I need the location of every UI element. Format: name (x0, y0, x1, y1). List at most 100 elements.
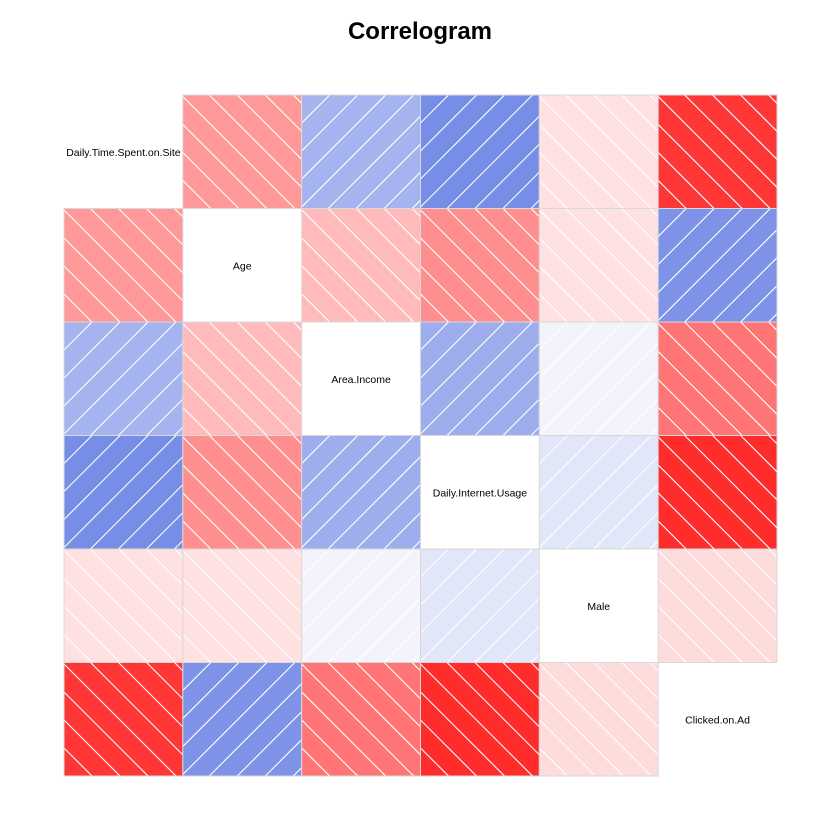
hatch-line (64, 321, 65, 322)
hatch-line (593, 370, 659, 436)
hatch-line (658, 378, 715, 436)
hatch-line (64, 435, 65, 437)
hatch-line (684, 228, 778, 322)
hatch-line (301, 95, 359, 152)
corr-cell-fill (182, 435, 302, 549)
hatch-line (383, 511, 421, 549)
hatch-line (301, 293, 331, 322)
hatch-line (420, 322, 533, 435)
hatch-line (684, 322, 778, 416)
corr-cell-2-5 (658, 322, 840, 436)
corr-cell-1-0 (64, 208, 317, 323)
corr-cell-fill (182, 322, 302, 436)
hatch-line (236, 435, 302, 501)
hatch-line (355, 208, 421, 274)
hatch-line (264, 738, 302, 776)
corr-cell-fill (658, 435, 777, 549)
corr-cell-fill (301, 95, 421, 209)
hatch-line (420, 237, 505, 322)
chart-title: Correlogram (347, 18, 493, 45)
hatch-line (327, 662, 421, 756)
hatch-line (658, 208, 771, 322)
corr-cell-fill (301, 549, 421, 663)
hatch-line (658, 208, 687, 238)
hatch-line (355, 483, 421, 549)
corr-cell-2-0 (64, 322, 183, 436)
hatch-line (301, 95, 415, 208)
hatch-line (64, 775, 65, 776)
hatch-line (355, 143, 421, 209)
hatch-line (539, 719, 596, 776)
hatch-line (565, 208, 659, 302)
hatch-line (502, 625, 540, 663)
hatch-line (64, 435, 121, 493)
hatch-line (64, 237, 149, 322)
hatch-line (658, 123, 743, 209)
hatch-line (420, 95, 505, 180)
hatch-line (208, 95, 302, 189)
hatch-line (658, 322, 771, 436)
hatch-line (64, 747, 93, 776)
corr-cell-5-2 (301, 662, 421, 776)
hatch-line (301, 691, 387, 776)
hatch-line (797, 436, 840, 550)
hatch-line (712, 435, 778, 501)
hatch-line (797, 322, 840, 436)
hatch-line (658, 95, 771, 209)
hatch-line (825, 549, 840, 663)
hatch-line (621, 662, 659, 700)
hatch-line (502, 398, 540, 436)
hatch-line (90, 208, 183, 302)
hatch-line (420, 549, 505, 634)
hatch-line (203, 209, 317, 323)
hatch-line (658, 605, 715, 663)
hatch-line (182, 662, 240, 720)
hatch-line (236, 95, 302, 161)
corr-cell-4-5 (658, 549, 840, 663)
hatch-line (768, 435, 778, 445)
hatch-line (712, 95, 778, 161)
hatch-line (825, 322, 840, 436)
corr-cell-fill (64, 208, 183, 322)
hatch-line (565, 455, 659, 549)
hatch-line (740, 322, 778, 360)
hatch-line (712, 256, 778, 322)
hatch-line (658, 492, 715, 549)
corr-cell-border (657, 548, 778, 663)
corr-cell-3-5 (658, 435, 840, 550)
corr-cell-fill (539, 435, 659, 549)
diagonal-label: Daily.Internet.Usage (433, 487, 528, 499)
corr-cell-fill (539, 322, 659, 436)
hatch-line (327, 115, 421, 209)
hatch-line (740, 95, 778, 133)
corr-cell-1-3 (420, 208, 540, 322)
hatch-line (502, 662, 540, 700)
corr-cell-1-2 (301, 208, 421, 322)
hatch-line (539, 691, 624, 776)
diagonal-label: Clicked.on.Ad (685, 714, 750, 726)
corr-cell-4-0 (64, 549, 183, 663)
corr-cell-5-1 (182, 662, 302, 776)
hatch-line (539, 435, 624, 521)
corr-cell-fill (301, 208, 421, 322)
hatch-line (182, 95, 296, 209)
hatch-line (539, 322, 624, 407)
hatch-line (740, 284, 778, 322)
hatch-line (208, 682, 302, 776)
hatch-line (118, 370, 183, 436)
corr-cell-fill (420, 662, 540, 776)
corr-cell-fill (420, 549, 540, 663)
hatch-line (658, 151, 715, 209)
hatch-line (420, 95, 477, 152)
hatch-line (64, 293, 93, 322)
hatch-line (539, 293, 568, 322)
hatch-line (64, 322, 121, 379)
hatch-line (539, 322, 652, 435)
hatch-line (762, 663, 840, 777)
hatch-line (524, 549, 638, 663)
hatch-line (146, 398, 183, 436)
hatch-line (539, 209, 652, 322)
corr-cell-5-0 (64, 662, 183, 776)
corr-cell-5-3 (420, 662, 540, 776)
